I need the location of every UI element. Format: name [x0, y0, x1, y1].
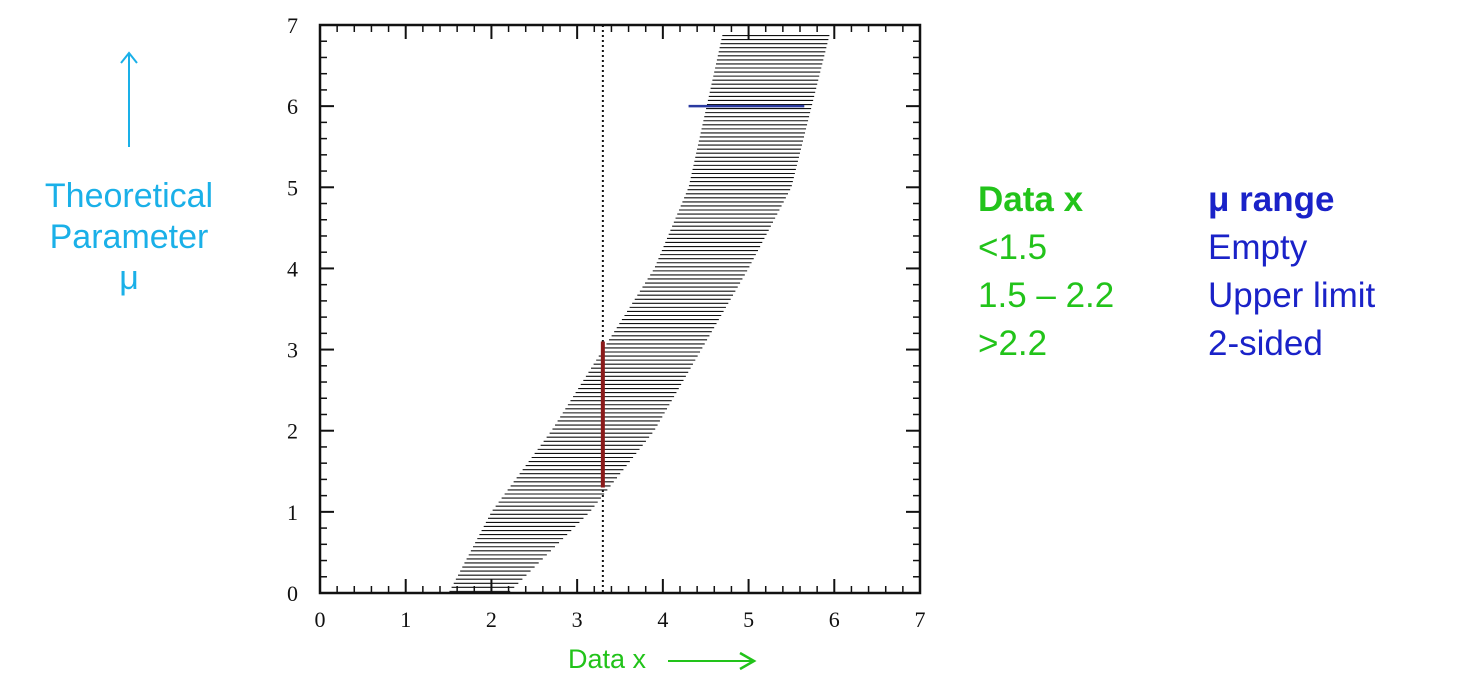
x-tick-label: 7 — [915, 607, 926, 632]
y-axis-label-line3: μ — [119, 259, 139, 297]
y-tick-label: 7 — [287, 13, 298, 38]
x-axis-label-text: Data x — [568, 644, 647, 674]
x-tick-label: 3 — [572, 607, 583, 632]
y-axis-label: Theoretical Parameter μ — [0, 51, 258, 299]
x-axis-label: Data x — [568, 644, 758, 675]
y-tick-label: 4 — [287, 256, 298, 281]
legend-row-mu: 2-sided — [1208, 324, 1323, 363]
y-tick-label: 5 — [287, 175, 298, 200]
legend-header-mu: μ range — [1208, 180, 1335, 219]
right-arrow-icon — [667, 651, 757, 670]
y-tick-label: 0 — [287, 581, 298, 606]
y-tick-label: 2 — [287, 419, 298, 444]
legend-header-x: Data x — [978, 180, 1084, 219]
legend-row-x: 1.5 – 2.2 — [978, 276, 1115, 315]
legend-row-mu: Upper limit — [1208, 276, 1376, 315]
y-tick-label: 6 — [287, 94, 298, 119]
x-tick-label: 2 — [486, 607, 497, 632]
legend-row-x: <1.5 — [978, 228, 1048, 267]
x-tick-label: 5 — [743, 607, 754, 632]
x-tick-label: 0 — [315, 607, 326, 632]
legend-row-mu: Empty — [1208, 228, 1308, 267]
y-axis-label-line2: Parameter — [49, 218, 209, 256]
y-axis-label-line1: Theoretical — [44, 177, 214, 215]
up-arrow-svg — [120, 51, 138, 147]
x-tick-label: 6 — [829, 607, 840, 632]
legend-row-x: >2.2 — [978, 324, 1048, 363]
y-tick-label: 3 — [287, 338, 298, 363]
x-tick-label: 4 — [657, 607, 668, 632]
plot-frame — [318, 23, 922, 595]
x-tick-label: 1 — [400, 607, 411, 632]
y-tick-label: 1 — [287, 500, 298, 525]
up-arrow-icon — [0, 51, 258, 157]
